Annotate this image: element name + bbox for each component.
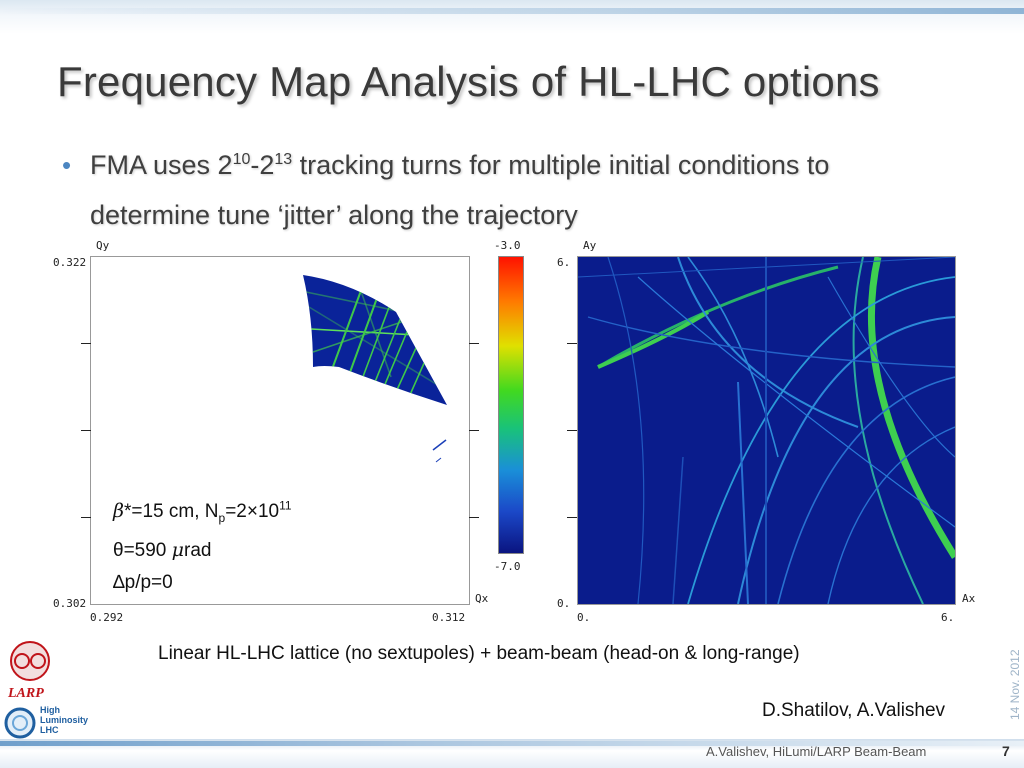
figure-caption: Linear HL-LHC lattice (no sextupoles) + … — [158, 643, 800, 664]
tick — [81, 517, 91, 518]
momentum-spread-text: ∆p/p=0 — [113, 571, 173, 593]
tick — [469, 343, 479, 344]
theta-text: =590 — [123, 539, 172, 561]
tune-footprint-plot — [81, 256, 479, 605]
bullet-suffix: tracking turns for multiple initial cond… — [292, 150, 830, 180]
footprint-fragment — [435, 457, 442, 463]
tune-plot-xright: 0.312 — [432, 611, 466, 624]
colorbar-bottom-label: -7.0 — [494, 560, 521, 573]
top-decorative-band — [0, 0, 1024, 34]
tick — [567, 517, 577, 518]
tune-plot-ytop: 0.322 — [53, 256, 87, 269]
colorbar-top-label: -3.0 — [494, 239, 521, 252]
tune-footprint-svg — [303, 275, 447, 463]
slide-title: Frequency Map Analysis of HL-LHC options — [57, 58, 880, 105]
amp-plot-xright: 6. — [941, 611, 955, 624]
tick — [469, 517, 479, 518]
tick — [81, 343, 91, 344]
np-exponent: 11 — [279, 498, 292, 513]
page-number: 7 — [1002, 743, 1010, 759]
tick — [469, 430, 479, 431]
tune-plot-ybottom: 0.302 — [53, 597, 87, 610]
amplitude-fma-svg — [578, 257, 955, 604]
hilumi-text-3: LHC — [40, 725, 59, 735]
beta-symbol: β — [113, 500, 124, 522]
np-subscript: p — [218, 510, 226, 525]
tune-plot-xleft: 0.292 — [90, 611, 124, 624]
rad-text: rad — [184, 539, 212, 561]
amp-plot-xlabel: Ax — [962, 592, 976, 605]
tick — [567, 430, 577, 431]
beam-parameters: β*=15 cm, Np=2×1011 θ=590 μrad ∆p/p=0 — [113, 495, 292, 599]
tick — [567, 343, 577, 344]
bullet-exp2: 13 — [274, 151, 293, 168]
bullet-text: FMA uses 210-213 tracking turns for mult… — [90, 140, 990, 240]
bullet-marker: • — [62, 150, 72, 180]
amp-plot-xleft: 0. — [577, 611, 591, 624]
hilumi-logo-icon — [4, 707, 36, 739]
cern-logo-icon — [10, 641, 50, 681]
tune-plot-ylabel: Qy — [96, 239, 110, 252]
beta-text: *=15 cm, N — [123, 501, 219, 522]
amplitude-fma-plot — [577, 256, 956, 605]
amp-plot-ylabel: Ay — [583, 239, 597, 252]
bullet-exp1: 10 — [232, 151, 251, 168]
tune-plot-xlabel: Qx — [475, 592, 489, 605]
authors: D.Shatilov, A.Valishev — [762, 700, 946, 721]
tune-footprint-area — [303, 275, 447, 405]
bullet-line2: determine tune ‘jitter’ along the trajec… — [90, 200, 578, 230]
slide-date: 14 Nov. 2012 — [1008, 649, 1022, 721]
footer-text: A.Valishev, HiLumi/LARP Beam-Beam — [706, 744, 927, 759]
footprint-fragment — [432, 439, 447, 451]
colorbar — [498, 256, 524, 554]
theta-symbol: θ — [113, 539, 124, 561]
hilumi-text-1: High — [40, 705, 60, 715]
amp-plot-ytop: 6. — [557, 256, 571, 269]
amp-plot-ybottom: 0. — [557, 597, 571, 610]
hilumi-logo-text: High Luminosity LHC — [40, 705, 88, 735]
bullet-prefix: FMA uses 2 — [90, 150, 233, 180]
hilumi-text-2: Luminosity — [40, 715, 89, 725]
mu-symbol: μ — [171, 538, 185, 561]
resonance-arcs — [578, 257, 955, 604]
larp-logo: LARP — [8, 686, 44, 701]
bullet-mid: -2 — [250, 150, 275, 180]
bottom-decorative-band — [0, 739, 1024, 768]
tick — [81, 430, 91, 431]
np-text: =2×10 — [225, 501, 280, 522]
